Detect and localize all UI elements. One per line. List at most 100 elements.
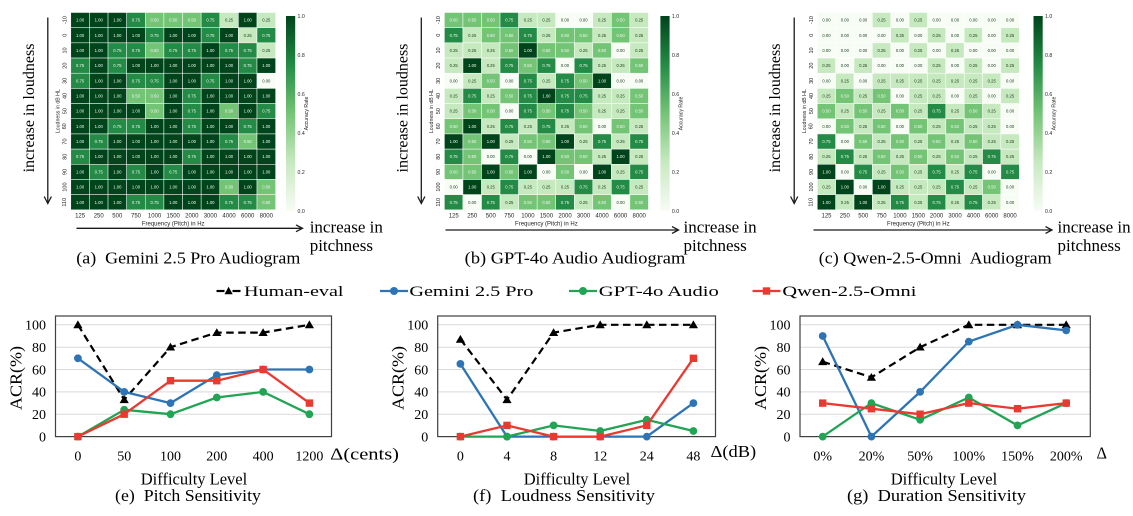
svg-text:0.6: 0.6 — [1045, 92, 1052, 98]
svg-text:0.75: 0.75 — [151, 200, 160, 205]
svg-text:0.75: 0.75 — [169, 48, 178, 53]
svg-text:0.75: 0.75 — [468, 93, 477, 98]
svg-text:0.25: 0.25 — [969, 33, 978, 38]
svg-text:1.00: 1.00 — [113, 18, 122, 23]
svg-text:0.00: 0.00 — [841, 63, 850, 68]
svg-text:1.00: 1.00 — [95, 185, 104, 190]
svg-text:1.00: 1.00 — [113, 33, 122, 38]
svg-text:0.50: 0.50 — [262, 200, 271, 205]
svg-text:0.00: 0.00 — [969, 48, 978, 53]
svg-text:1.00: 1.00 — [244, 18, 253, 23]
svg-text:2000: 2000 — [185, 213, 199, 219]
svg-text:90: 90 — [436, 169, 442, 175]
svg-text:0.00: 0.00 — [896, 124, 905, 129]
svg-text:0.25: 0.25 — [877, 109, 886, 114]
svg-text:0.25: 0.25 — [262, 48, 271, 53]
svg-text:0.00: 0.00 — [505, 109, 514, 114]
svg-text:0.50: 0.50 — [262, 185, 271, 190]
svg-text:0.75: 0.75 — [244, 63, 253, 68]
svg-text:0.75: 0.75 — [969, 200, 978, 205]
svg-text:30: 30 — [809, 78, 815, 84]
svg-text:0.50: 0.50 — [468, 139, 477, 144]
svg-text:1.00: 1.00 — [76, 93, 85, 98]
svg-text:0.00: 0.00 — [468, 200, 477, 205]
svg-text:0.00: 0.00 — [822, 48, 831, 53]
svg-text:0.50: 0.50 — [151, 109, 160, 114]
svg-text:0.50: 0.50 — [877, 154, 886, 159]
svg-text:0.25: 0.25 — [933, 78, 942, 83]
svg-text:0.50: 0.50 — [468, 169, 477, 174]
svg-text:1.00: 1.00 — [262, 154, 271, 159]
svg-text:-10: -10 — [436, 16, 442, 24]
svg-text:0.25: 0.25 — [635, 33, 644, 38]
svg-text:1.00: 1.00 — [95, 63, 104, 68]
svg-text:0.50: 0.50 — [951, 124, 960, 129]
svg-text:1.00: 1.00 — [95, 109, 104, 114]
svg-text:1000: 1000 — [148, 213, 162, 219]
svg-text:1.00: 1.00 — [859, 200, 868, 205]
svg-text:0.25: 0.25 — [1006, 154, 1015, 159]
svg-text:8000: 8000 — [633, 213, 647, 219]
svg-text:0.75: 0.75 — [505, 63, 514, 68]
svg-text:0.25: 0.25 — [635, 154, 644, 159]
svg-text:40: 40 — [32, 386, 46, 401]
svg-text:0.25: 0.25 — [524, 185, 533, 190]
svg-text:12: 12 — [593, 450, 607, 465]
svg-text:0.25: 0.25 — [969, 124, 978, 129]
svg-text:0.75: 0.75 — [132, 78, 141, 83]
svg-text:0.25: 0.25 — [988, 109, 997, 114]
svg-text:0.75: 0.75 — [132, 48, 141, 53]
svg-text:0.25: 0.25 — [542, 18, 551, 23]
svg-text:80: 80 — [777, 341, 791, 356]
svg-text:0.00: 0.00 — [505, 78, 514, 83]
svg-text:90: 90 — [809, 169, 815, 175]
svg-text:0.25: 0.25 — [487, 124, 496, 129]
svg-text:0.25: 0.25 — [969, 63, 978, 68]
svg-text:0.25: 0.25 — [635, 18, 644, 23]
svg-text:0.00: 0.00 — [841, 169, 850, 174]
svg-text:Accuracy Rate: Accuracy Rate — [304, 97, 310, 131]
svg-text:0.50: 0.50 — [487, 109, 496, 114]
svg-text:1.00: 1.00 — [113, 139, 122, 144]
svg-text:Accuracy Rate: Accuracy Rate — [1052, 97, 1058, 131]
svg-text:1.00: 1.00 — [822, 200, 831, 205]
svg-text:1.00: 1.00 — [225, 33, 234, 38]
svg-text:pitchness: pitchness — [310, 236, 373, 255]
svg-text:1000: 1000 — [893, 213, 907, 219]
svg-text:0.75: 0.75 — [598, 139, 607, 144]
svg-text:1.00: 1.00 — [76, 185, 85, 190]
svg-text:1.00: 1.00 — [151, 154, 160, 159]
svg-text:1.00: 1.00 — [132, 63, 141, 68]
svg-text:0.50: 0.50 — [914, 154, 923, 159]
svg-text:0.75: 0.75 — [561, 200, 570, 205]
svg-text:0.00: 0.00 — [635, 78, 644, 83]
svg-text:0.50: 0.50 — [561, 48, 570, 53]
svg-text:0.25: 0.25 — [988, 124, 997, 129]
svg-text:1.00: 1.00 — [95, 154, 104, 159]
svg-text:1.00: 1.00 — [206, 48, 215, 53]
svg-text:30: 30 — [62, 78, 68, 84]
svg-text:Difficulty Level: Difficulty Level — [141, 469, 248, 488]
svg-text:Accuracy Rate: Accuracy Rate — [678, 97, 684, 131]
svg-text:0.75: 0.75 — [206, 18, 215, 23]
svg-text:0.00: 0.00 — [579, 18, 588, 23]
svg-text:0.75: 0.75 — [933, 200, 942, 205]
svg-text:0.50: 0.50 — [468, 109, 477, 114]
svg-text:0.50: 0.50 — [505, 33, 514, 38]
svg-text:(f) Loudness Sensitivity: (f) Loudness Sensitivity — [473, 486, 656, 505]
svg-text:1.0: 1.0 — [1045, 14, 1052, 20]
svg-text:250: 250 — [94, 213, 105, 219]
svg-text:0.25: 0.25 — [933, 63, 942, 68]
svg-text:0.25: 0.25 — [822, 185, 831, 190]
svg-text:1.00: 1.00 — [598, 78, 607, 83]
svg-text:0.00: 0.00 — [988, 33, 997, 38]
svg-text:GPT-4o Audio: GPT-4o Audio — [599, 284, 719, 300]
svg-text:0.25: 0.25 — [914, 200, 923, 205]
svg-text:1.00: 1.00 — [169, 109, 178, 114]
svg-text:0.75: 0.75 — [933, 169, 942, 174]
svg-text:(e) Pitch Sensitivity: (e) Pitch Sensitivity — [115, 486, 261, 505]
svg-text:0.50: 0.50 — [524, 63, 533, 68]
svg-text:0.75: 0.75 — [244, 48, 253, 53]
svg-text:0.00: 0.00 — [262, 78, 271, 83]
svg-text:0.25: 0.25 — [896, 78, 905, 83]
